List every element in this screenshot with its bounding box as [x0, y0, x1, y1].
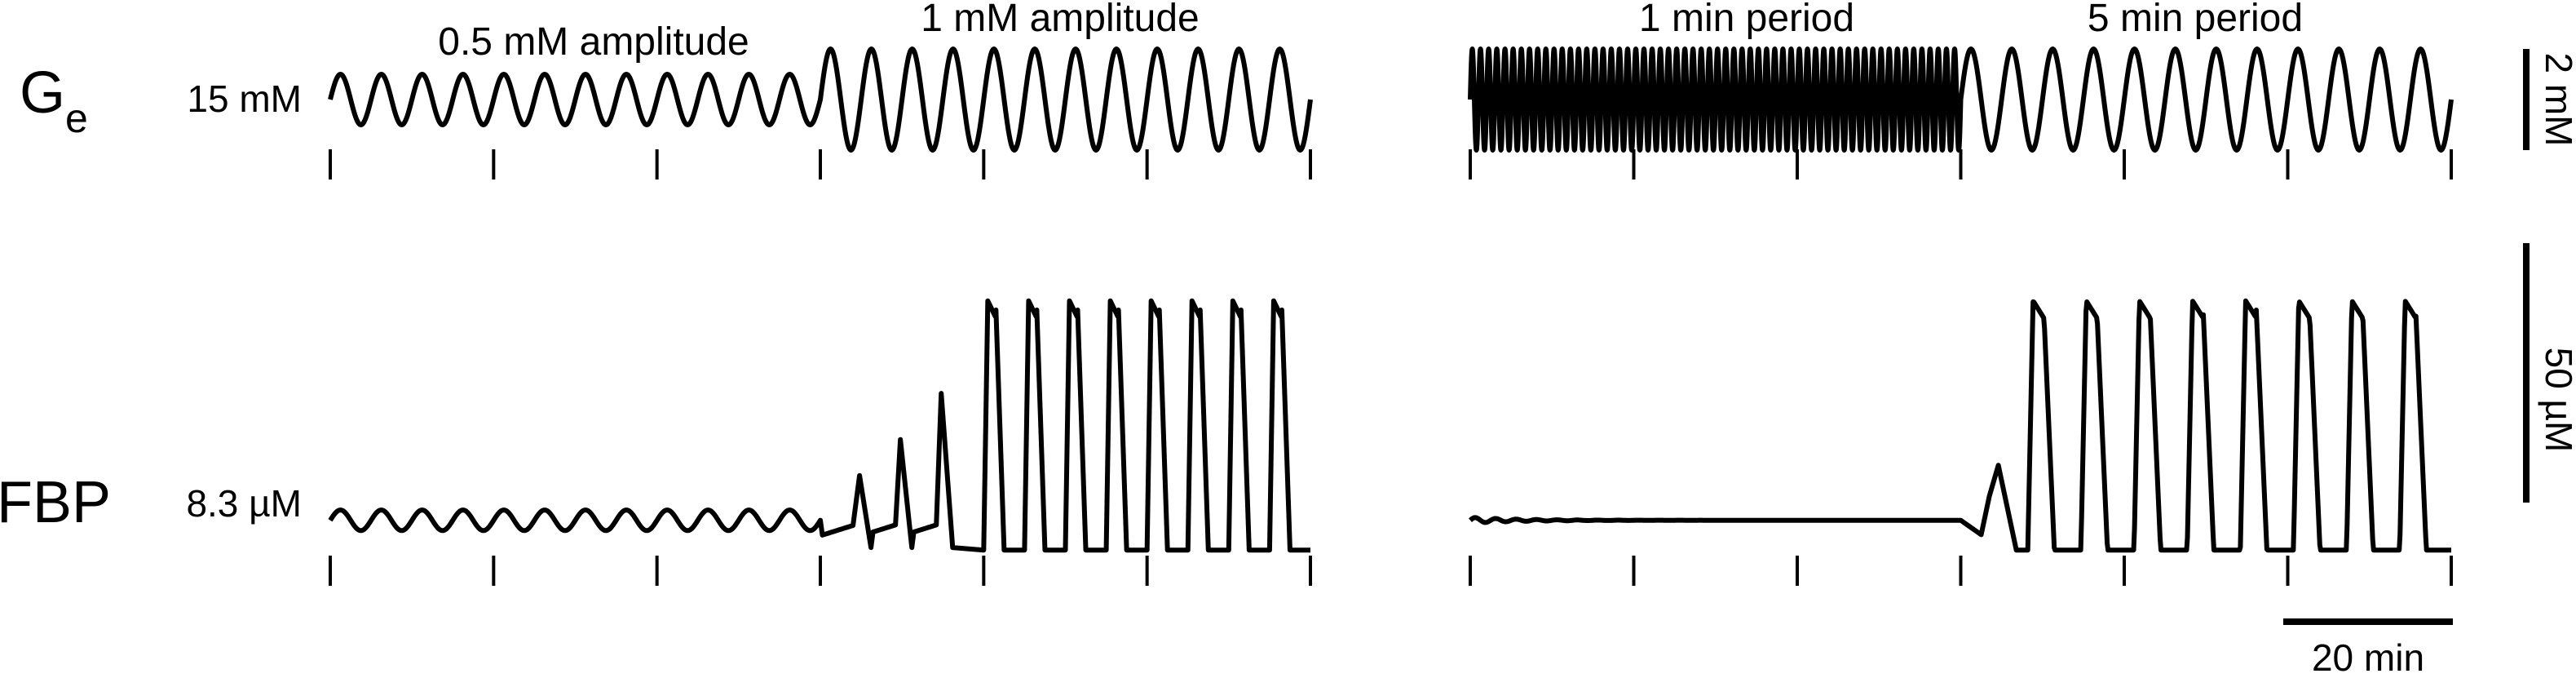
segment-label-period-long: 5 min period [2088, 0, 2303, 40]
fbp-trace-amplitude [328, 298, 1313, 553]
fbp-time-ticks-period [1469, 556, 2453, 586]
segment-label-amp-low: 0.5 mM amplitude [438, 20, 749, 64]
fbp-time-ticks-amplitude [329, 556, 1312, 586]
ge-trace-period [1468, 47, 2454, 153]
segment-label-period-short: 1 min period [1639, 0, 1854, 40]
ge-scale-label: 2 mM [2538, 53, 2576, 147]
fbp-scale-label: 50 µM [2538, 348, 2576, 453]
time-scale-label: 20 min [2312, 636, 2424, 678]
segment-label-amp-high: 1 mM amplitude [921, 0, 1199, 40]
ge-time-ticks-period [1469, 149, 2453, 179]
fbp-baseline-label: 8.3 µM [186, 482, 302, 525]
ge-label-main: G [20, 60, 65, 126]
ge-label-sub: e [65, 95, 88, 141]
ge-baseline-label: 15 mM [187, 78, 302, 120]
ge-time-ticks-amplitude [329, 149, 1312, 179]
ge-trace-amplitude [328, 47, 1313, 153]
fbp-trace-period [1469, 298, 2453, 553]
fbp-row-label: FBP [0, 470, 111, 535]
ge-row-label: Ge [20, 60, 88, 141]
